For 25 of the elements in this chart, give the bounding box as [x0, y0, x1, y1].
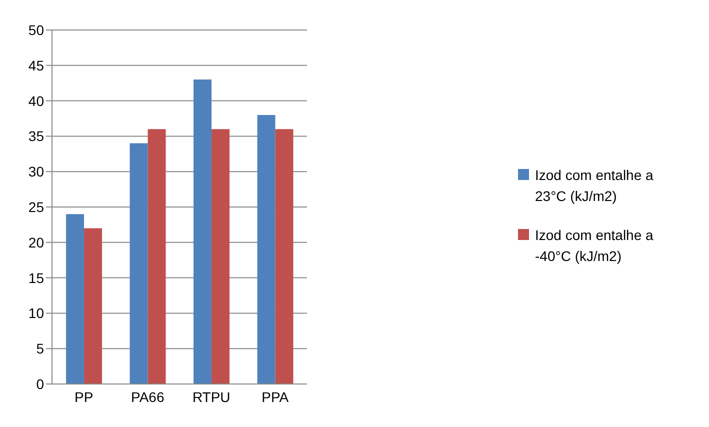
bar: [194, 80, 212, 384]
y-tick-label: 50: [28, 22, 44, 38]
bar: [148, 129, 166, 384]
bar: [212, 129, 230, 384]
legend-label: Izod com entalhe a -40°C (kJ/m2): [535, 226, 654, 266]
y-tick-label: 20: [28, 234, 44, 250]
y-tick-label: 25: [28, 198, 44, 215]
bar: [257, 114, 276, 384]
bar: [275, 129, 294, 384]
y-tick-label: 45: [28, 57, 44, 74]
y-tick-label: 10: [28, 305, 44, 322]
bar: [130, 143, 148, 384]
x-tick-label: PP: [74, 388, 94, 405]
x-tick-label: RTPU: [192, 388, 230, 405]
y-tick-label: 15: [28, 270, 44, 286]
y-tick-label: 30: [28, 164, 44, 180]
y-tick-label: 0: [36, 376, 44, 392]
x-tick-label: PPA: [262, 388, 290, 405]
bar: [84, 228, 102, 384]
bar: [66, 214, 84, 384]
y-tick-label: 5: [36, 340, 44, 357]
y-tick-label: 35: [28, 128, 44, 144]
legend-label: Izod com entalhe a 23°C (kJ/m2): [535, 166, 654, 206]
y-tick-label: 40: [28, 92, 44, 109]
x-tick-label: PA66: [131, 388, 164, 405]
